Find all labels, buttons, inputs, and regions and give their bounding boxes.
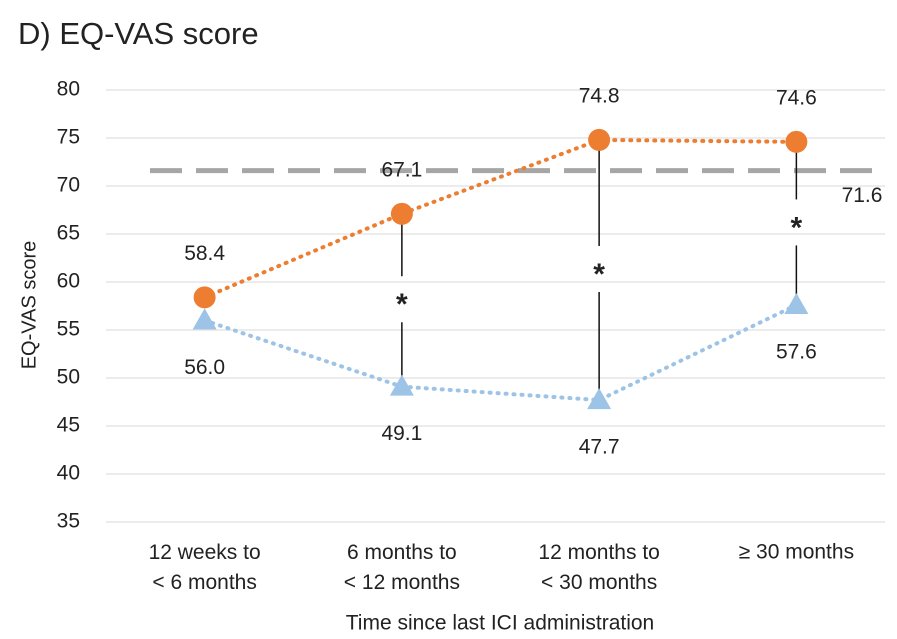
series-line bbox=[202, 137, 799, 300]
x-tick-label: 6 months to < 12 months bbox=[344, 541, 460, 594]
data-label: 57.6 bbox=[776, 341, 817, 364]
y-axis-title: EQ-VAS score bbox=[18, 241, 40, 370]
significance-marker: * bbox=[593, 258, 605, 291]
point bbox=[785, 130, 808, 153]
x-tick-label: 12 months to < 30 months bbox=[538, 541, 659, 594]
y-tick-label: 40 bbox=[57, 462, 80, 485]
y-tick-label: 50 bbox=[57, 366, 80, 389]
y-tick-label: 45 bbox=[57, 414, 80, 437]
significance-marker: * bbox=[791, 211, 803, 244]
y-tick-label: 55 bbox=[57, 318, 80, 341]
point bbox=[588, 128, 611, 151]
point bbox=[587, 388, 612, 410]
point bbox=[389, 374, 414, 396]
x-tick-label: 12 weeks to < 6 months bbox=[149, 541, 261, 594]
series-line bbox=[202, 303, 799, 403]
point bbox=[784, 293, 809, 315]
y-tick-label: 75 bbox=[57, 126, 80, 149]
data-label: 56.0 bbox=[184, 356, 225, 379]
y-tick-label: 60 bbox=[57, 270, 80, 293]
data-label: 49.1 bbox=[381, 422, 422, 445]
y-tick-label: 65 bbox=[57, 222, 80, 245]
reference-label: 71.6 bbox=[842, 184, 883, 207]
data-label: 47.7 bbox=[579, 436, 620, 459]
y-tick-label: 70 bbox=[57, 174, 80, 197]
significance-marker: * bbox=[396, 288, 408, 321]
data-label: 67.1 bbox=[381, 158, 422, 181]
data-label: 74.8 bbox=[579, 84, 620, 107]
x-axis-title: Time since last ICI administration bbox=[346, 612, 655, 635]
point bbox=[390, 202, 413, 225]
data-label: 74.6 bbox=[776, 86, 817, 109]
point bbox=[193, 286, 216, 309]
data-label: 58.4 bbox=[184, 242, 225, 265]
point bbox=[192, 308, 217, 330]
y-tick-label: 35 bbox=[57, 510, 80, 533]
y-tick-label: 80 bbox=[57, 78, 80, 101]
chart-title: D) EQ-VAS score bbox=[18, 16, 259, 51]
x-tick-label: ≥ 30 months bbox=[739, 541, 854, 564]
